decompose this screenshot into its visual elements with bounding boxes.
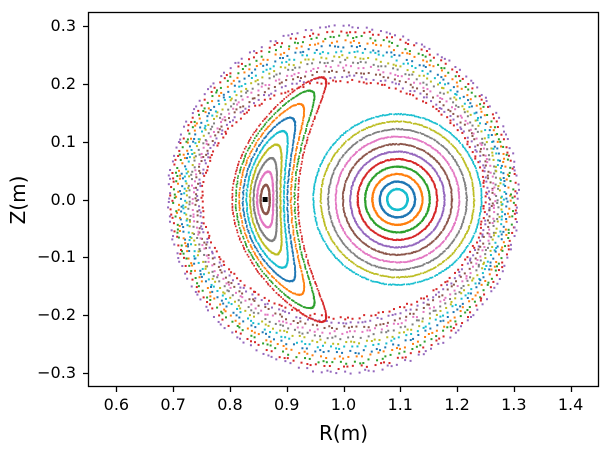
x-tick-label: 1.4 <box>557 395 584 414</box>
y-tick-label: −0.1 <box>37 247 76 267</box>
x-tick-label: 0.8 <box>217 395 243 414</box>
y-tick-label: 0.0 <box>50 189 76 209</box>
x-tick-label: 1.3 <box>501 395 527 414</box>
y-tick-label: −0.3 <box>37 362 76 382</box>
x-tick-label: 0.9 <box>273 395 300 414</box>
y-tick-label: 0.1 <box>50 131 76 151</box>
y-tick-label: 0.3 <box>50 16 76 36</box>
x-tick-label: 1.1 <box>387 395 413 414</box>
y-tick-label: −0.2 <box>37 304 76 324</box>
x-tick-label: 0.7 <box>160 395 186 414</box>
x-axis-label: R(m) <box>319 421 368 445</box>
x-tick-label: 1.0 <box>330 395 357 414</box>
x-tick-label: 1.2 <box>444 395 470 414</box>
x-tick-label: 0.6 <box>103 395 130 414</box>
y-tick-label: 0.2 <box>50 74 76 94</box>
y-axis-label: Z(m) <box>6 175 30 224</box>
